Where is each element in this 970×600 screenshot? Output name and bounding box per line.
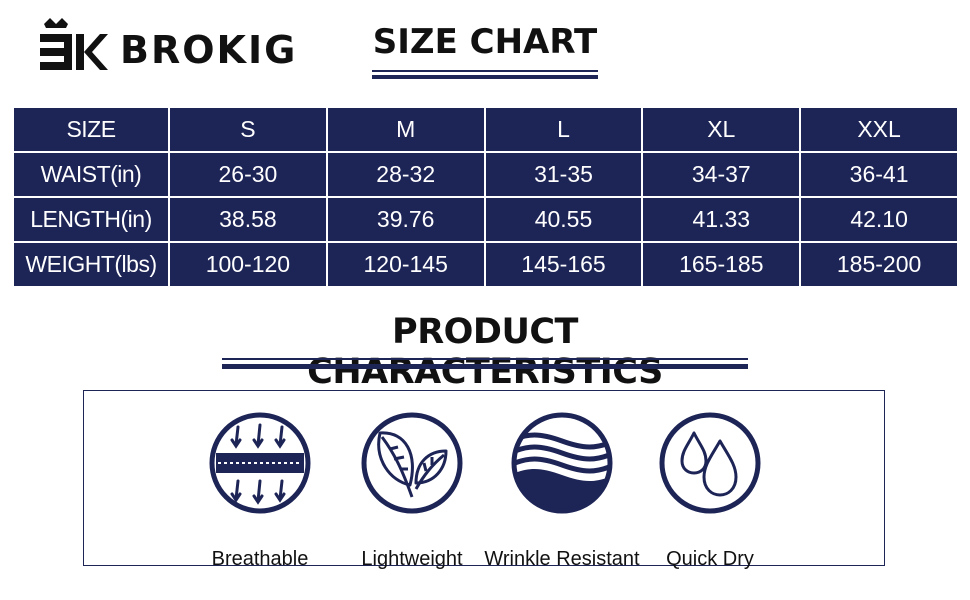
brand-name: BROKIG <box>120 28 298 72</box>
breathable-icon <box>209 412 311 514</box>
size-chart-underline <box>372 70 598 72</box>
table-cell: 100-120 <box>168 241 328 288</box>
table-cell: 28-32 <box>325 151 486 198</box>
table-cell: 145-165 <box>483 241 644 288</box>
table-row-waist: WAIST(in) 26-30 28-32 31-35 34-37 36-41 <box>12 151 959 198</box>
table-cell: 39.76 <box>325 196 486 243</box>
leaves-icon <box>361 412 463 514</box>
table-cell: 165-185 <box>641 241 802 288</box>
characteristics-underline <box>222 358 748 360</box>
size-chart-underline-thick <box>372 75 598 79</box>
table-cell: 42.10 <box>799 196 959 243</box>
feature-label: Wrinkle Resistant <box>484 548 640 570</box>
table-row-length: LENGTH(in) 38.58 39.76 40.55 41.33 42.10 <box>12 196 959 243</box>
droplets-icon <box>659 412 761 514</box>
size-chart-title: SIZE CHART <box>372 22 598 62</box>
size-chart-table: SIZE S M L XL XXL WAIST(in) 26-30 28-32 … <box>12 106 959 288</box>
table-cell: 120-145 <box>325 241 486 288</box>
table-header-cell: XXL <box>799 106 959 153</box>
table-header-cell: L <box>483 106 644 153</box>
feature-quick-dry: Quick Dry <box>630 411 790 570</box>
brand-logo: BROKIG <box>38 16 318 76</box>
table-row-weight: WEIGHT(lbs) 100-120 120-145 145-165 165-… <box>12 241 959 288</box>
table-header-cell: SIZE <box>12 106 170 153</box>
feature-label: Quick Dry <box>666 548 754 570</box>
feature-lightweight: Lightweight <box>332 411 492 570</box>
table-cell: 26-30 <box>168 151 328 198</box>
table-cell: 36-41 <box>799 151 959 198</box>
feature-label: Lightweight <box>361 548 463 570</box>
table-cell: 31-35 <box>483 151 644 198</box>
table-row-label: LENGTH(in) <box>12 196 170 243</box>
bk-monogram-icon <box>40 18 108 70</box>
feature-label: Breathable <box>211 548 309 570</box>
table-cell: 38.58 <box>168 196 328 243</box>
table-row-label: WAIST(in) <box>12 151 170 198</box>
table-header-row: SIZE S M L XL XXL <box>12 106 959 153</box>
feature-wrinkle-resistant: Wrinkle Resistant <box>482 411 642 570</box>
feature-breathable: Breathable <box>180 411 340 570</box>
table-cell: 34-37 <box>641 151 802 198</box>
table-cell: 41.33 <box>641 196 802 243</box>
waves-icon <box>511 412 613 514</box>
table-cell: 40.55 <box>483 196 644 243</box>
characteristics-underline-thick <box>222 364 748 369</box>
table-cell: 185-200 <box>799 241 959 288</box>
table-header-cell: M <box>325 106 486 153</box>
table-row-label: WEIGHT(lbs) <box>12 241 170 288</box>
product-characteristics-title: PRODUCT CHARACTERISTICS <box>307 312 663 392</box>
table-header-cell: S <box>168 106 328 153</box>
features-panel: Breathable Lightweight <box>83 390 885 570</box>
table-header-cell: XL <box>641 106 802 153</box>
